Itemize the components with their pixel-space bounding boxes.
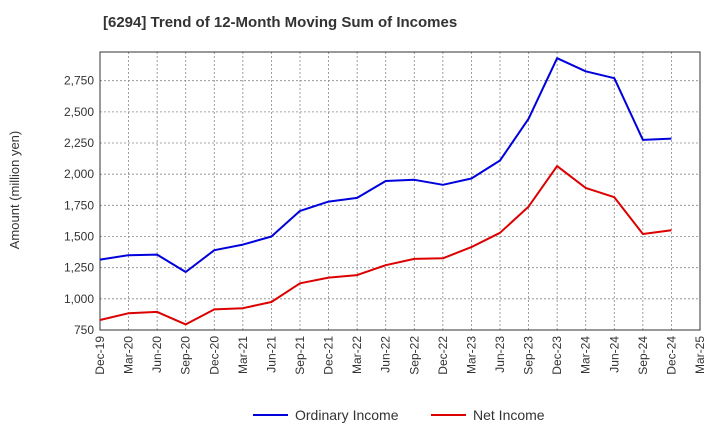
x-tick-label: Dec-20 bbox=[207, 336, 221, 375]
series-line-net-income bbox=[99, 165, 672, 326]
grid bbox=[99, 52, 701, 331]
plot-frame bbox=[99, 51, 701, 331]
x-tick-label: Mar-22 bbox=[350, 336, 364, 374]
y-tick-label: 2,000 bbox=[64, 167, 94, 181]
y-tick-label: 1,250 bbox=[64, 261, 94, 275]
x-tick-label: Mar-25 bbox=[693, 336, 707, 374]
x-tick-label: Dec-22 bbox=[436, 336, 450, 375]
x-tick-label: Mar-24 bbox=[579, 336, 593, 374]
y-axis-title: Amount (million yen) bbox=[7, 131, 22, 250]
x-tick-label: Jun-23 bbox=[493, 336, 507, 373]
x-tick-label: Jun-20 bbox=[150, 336, 164, 373]
x-tick-label: Sep-20 bbox=[179, 336, 193, 375]
legend-label: Net Income bbox=[473, 407, 545, 423]
y-tick-label: 2,750 bbox=[64, 74, 94, 88]
x-tick-label: Sep-23 bbox=[522, 336, 536, 375]
x-tick-label: Dec-24 bbox=[664, 336, 678, 375]
series-line-ordinary-income bbox=[99, 57, 672, 273]
x-tick-label: Sep-24 bbox=[636, 336, 650, 375]
y-tick-label: 2,500 bbox=[64, 105, 94, 119]
x-axis: Dec-19 Mar-20 Jun-20 Sep-20 Dec-20 Mar-21 Jun-… bbox=[93, 336, 707, 375]
series-lines bbox=[99, 57, 672, 326]
x-tick-label: Dec-21 bbox=[322, 336, 336, 375]
x-tick-label: Jun-21 bbox=[264, 336, 278, 373]
y-tick-label: 750 bbox=[74, 323, 94, 337]
chart-title: [6294] Trend of 12-Month Moving Sum of I… bbox=[103, 14, 458, 31]
x-tick-label: Mar-23 bbox=[464, 336, 478, 374]
x-tick-label: Mar-20 bbox=[122, 336, 136, 374]
y-tick-label: 1,000 bbox=[64, 292, 94, 306]
y-tick-label: 2,250 bbox=[64, 136, 94, 150]
x-tick-label: Sep-22 bbox=[407, 336, 421, 375]
y-tick-label: 1,750 bbox=[64, 198, 94, 212]
x-tick-label: Sep-21 bbox=[293, 336, 307, 375]
x-tick-label: Dec-23 bbox=[550, 336, 564, 375]
legend-label: Ordinary Income bbox=[295, 407, 399, 423]
x-tick-label: Jun-22 bbox=[379, 336, 393, 373]
x-tick-label: Dec-19 bbox=[93, 336, 107, 375]
y-axis: 750 1,000 1,250 1,500 1,750 2,000 2,250 2,500 2,… bbox=[64, 74, 94, 337]
x-tick-label: Mar-21 bbox=[236, 336, 250, 374]
legend: Ordinary Income Net Income bbox=[253, 407, 545, 423]
x-tick-label: Jun-24 bbox=[607, 336, 621, 373]
y-tick-label: 1,500 bbox=[64, 230, 94, 244]
